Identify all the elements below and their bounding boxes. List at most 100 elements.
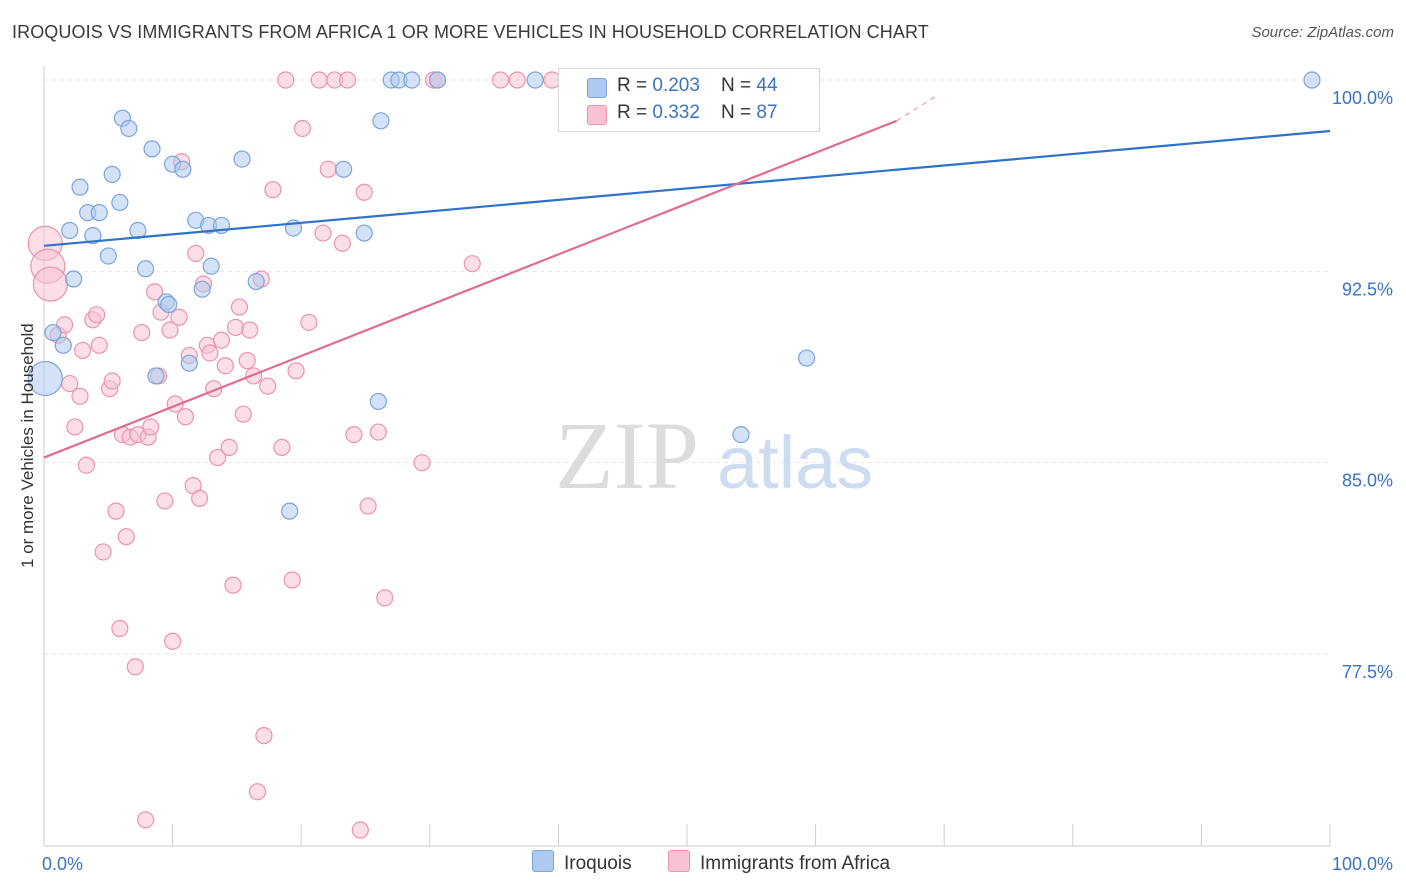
iroquois-point — [335, 160, 353, 178]
iroquois-point — [103, 165, 121, 183]
iroquois-point — [147, 367, 165, 385]
africa-point — [277, 71, 295, 89]
africa-point — [32, 266, 69, 302]
y-tick-label: 92.5% — [1342, 279, 1393, 299]
africa-point — [136, 811, 155, 829]
iroquois-point — [369, 392, 387, 411]
africa-point — [230, 298, 249, 316]
africa-point — [191, 489, 209, 507]
africa-point — [216, 357, 234, 375]
africa-point — [156, 492, 174, 510]
bottom-legend-africa: Immigrants from Africa — [668, 850, 890, 878]
africa-point — [238, 352, 256, 370]
iroquois-point — [99, 247, 117, 265]
africa-point — [220, 438, 238, 456]
africa-point — [255, 727, 273, 745]
africa-point — [161, 321, 179, 339]
africa-point — [241, 321, 259, 339]
y-tick-label: 77.5% — [1342, 662, 1393, 682]
africa-point — [66, 418, 84, 436]
r-value: 0.203 — [652, 75, 700, 96]
africa-point — [209, 448, 227, 467]
iroquois-point — [281, 502, 299, 520]
iroquois-point — [233, 150, 251, 168]
africa-point — [227, 318, 245, 337]
iroquois-point — [428, 71, 447, 89]
africa-point — [248, 783, 267, 801]
grid-layer — [44, 79, 1330, 655]
iroquois-point — [27, 360, 63, 397]
source-label: Source: ZipAtlas.com — [1251, 24, 1394, 41]
r-value: 0.332 — [652, 102, 700, 123]
iroquois-point — [71, 178, 89, 196]
iroquois-point — [403, 71, 421, 89]
iroquois-point — [61, 221, 79, 240]
africa-point — [314, 224, 332, 242]
africa-point — [145, 283, 164, 301]
iroquois-point — [64, 270, 83, 288]
iroquois-point — [44, 323, 62, 342]
africa-point — [273, 438, 291, 456]
trend-layer — [43, 95, 1331, 459]
africa-point — [170, 308, 188, 326]
watermark-zip: ZIP — [555, 402, 699, 509]
legend-iroquois-text: R = 0.203 N = 44 — [617, 75, 778, 97]
africa-point — [133, 323, 151, 342]
tick-labels: 77.5% 85.0% 92.5% 100.0% 0.0% 100.0% — [42, 88, 1393, 874]
iroquois-point — [111, 193, 129, 212]
n-value: 44 — [756, 75, 778, 96]
africa-point — [287, 362, 305, 380]
africa-point — [212, 331, 231, 349]
iroquois-point — [526, 71, 544, 89]
africa-points — [27, 71, 589, 839]
africa-point — [463, 255, 481, 273]
africa-point — [73, 341, 92, 360]
africa-point — [201, 344, 219, 362]
africa-point — [491, 71, 510, 89]
iroquois-point — [90, 204, 108, 222]
bottom-legend-iroquois: Iroquois — [532, 850, 632, 878]
iroquois-point — [797, 349, 816, 367]
iroquois-point — [355, 224, 373, 242]
africa-point — [103, 372, 121, 390]
axis-layer — [43, 66, 1331, 847]
africa-point — [224, 576, 242, 594]
africa-point — [376, 589, 394, 607]
n-label: N = — [721, 102, 757, 123]
africa-point — [310, 71, 328, 89]
africa-point — [176, 408, 195, 426]
africa-point — [77, 456, 96, 474]
africa-point — [508, 71, 526, 89]
iroquois-point — [160, 295, 178, 314]
iroquois-point — [247, 272, 265, 291]
r-label: R = — [617, 102, 653, 123]
africa-trendline — [43, 119, 898, 459]
y-axis-label: 1 or more Vehicles in Household — [18, 323, 37, 568]
chart-title: IROQUOIS VS IMMIGRANTS FROM AFRICA 1 OR … — [12, 22, 929, 42]
y-tick-label: 100.0% — [1332, 88, 1393, 108]
n-value: 87 — [756, 102, 778, 123]
africa-point — [283, 571, 301, 589]
iroquois-point — [1303, 71, 1321, 89]
africa-point — [111, 619, 129, 638]
iroquois-point — [202, 257, 220, 275]
iroquois-point — [193, 280, 211, 298]
iroquois-point — [54, 336, 72, 354]
africa-point — [90, 336, 108, 354]
africa-point — [413, 454, 431, 472]
africa-point — [333, 234, 351, 252]
africa-point — [88, 306, 106, 324]
africa-point — [264, 181, 282, 199]
africa-point — [300, 313, 318, 331]
legend-africa-text: R = 0.332 N = 87 — [617, 102, 778, 124]
africa-point — [107, 502, 125, 520]
africa-swatch — [668, 850, 690, 872]
africa-point — [117, 528, 135, 546]
africa-point — [164, 632, 182, 650]
africa-point — [94, 543, 112, 561]
africa-point — [293, 119, 312, 138]
iroquois-point — [180, 354, 198, 372]
iroquois-trendline — [43, 129, 1331, 247]
iroquois-point — [120, 119, 138, 138]
